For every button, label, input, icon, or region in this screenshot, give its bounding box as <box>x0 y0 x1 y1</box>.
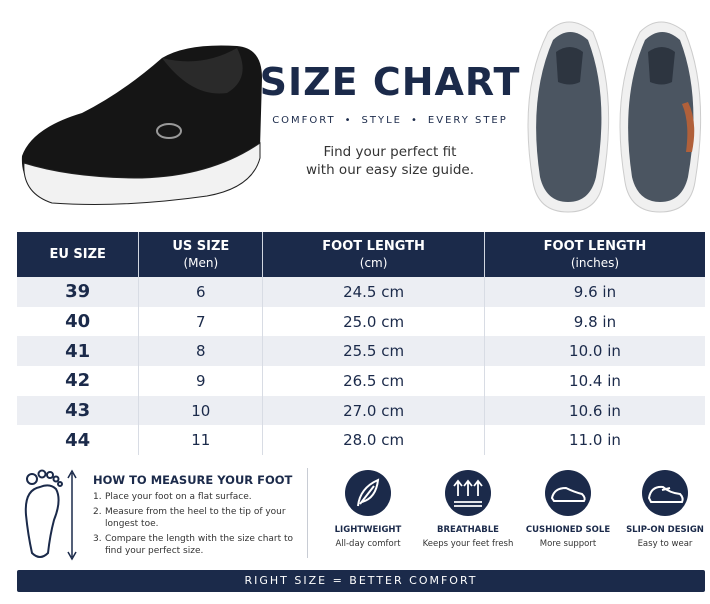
step: 2. Measure from the heel to the tip of yo… <box>93 506 298 531</box>
size-row: 39 6 24.5 cm 9.6 in <box>17 277 705 307</box>
divider <box>307 468 308 558</box>
size-cell: 26.5 cm <box>262 366 485 396</box>
feature-icons <box>345 470 688 516</box>
size-cell: 28.0 cm <box>262 425 485 456</box>
feature-desc: Easy to wear <box>637 539 693 549</box>
feature: LIGHTWEIGHT All-day comfort <box>318 525 418 549</box>
size-cell: 6 <box>138 277 264 307</box>
header-unit: (cm) <box>359 255 388 270</box>
measure-steps: 1. Place your foot on a flat surface. 2. Me… <box>93 491 298 560</box>
column-header: US SIZE (Men) <box>138 232 264 277</box>
tagline: COMFORT • STYLE • EVERY STEP <box>250 115 530 126</box>
header-label: US SIZE <box>172 238 230 254</box>
size-cell: 39 <box>17 277 140 307</box>
column-header: EU SIZE <box>17 232 140 277</box>
foot-icon <box>24 469 77 561</box>
step-number: 2. <box>93 506 102 517</box>
feature-title: BREATHABLE <box>437 525 499 535</box>
size-cell: 25.5 cm <box>262 336 485 367</box>
step: 1. Place your foot on a flat surface. <box>93 491 298 504</box>
size-cell: 41 <box>17 336 140 367</box>
feature-title: LIGHTWEIGHT <box>334 525 402 535</box>
size-cell: 10 <box>138 395 264 426</box>
header-label: FOOT LENGTH <box>322 238 425 254</box>
shoe-right-image <box>527 21 702 213</box>
header-unit: (inches) <box>570 255 620 270</box>
size-row: 42 9 26.5 cm 10.4 in <box>17 366 705 396</box>
shoe-left-image <box>21 45 262 205</box>
size-cell: 24.5 cm <box>262 277 485 307</box>
feature-title: CUSHIONED SOLE <box>525 525 611 535</box>
size-cell: 25.0 cm <box>262 306 485 337</box>
feature-desc: All-day comfort <box>335 539 401 549</box>
subtitle: Find your perfect fit with our easy size… <box>250 143 530 179</box>
table-head: EU SIZE US SIZE (Men) FOOT LENGTH (cm) FOOT L… <box>17 232 705 277</box>
footer-banner: RIGHT SIZE = BETTER COMFORT <box>17 570 705 592</box>
feature-desc: Keeps your feet fresh <box>422 539 514 549</box>
size-cell: 9 <box>138 366 264 396</box>
feature-title: SLIP-ON DESIGN <box>626 525 704 535</box>
size-cell: 9.8 in <box>573 312 617 331</box>
size-cell: 11.0 in <box>569 431 621 450</box>
step: 3. Compare the length with the size chart… <box>93 533 298 558</box>
table-body: 39 6 24.5 cm 9.6 in 40 7 25.0 cm 9.8 in 41 8 25.5 … <box>17 277 705 456</box>
size-cell: 7 <box>138 306 264 337</box>
header-row: EU SIZE US SIZE (Men) FOOT LENGTH (cm) FOOT L… <box>17 232 705 277</box>
size-cell: 10.6 in <box>484 395 705 426</box>
size-cell: 43 <box>17 395 140 426</box>
tagline-item: COMFORT <box>272 115 336 126</box>
column-header: FOOT LENGTH (cm) <box>262 232 485 277</box>
subtitle-line: Find your perfect fit <box>323 144 457 160</box>
header-unit: (Men) <box>183 255 219 270</box>
size-row: 40 7 25.0 cm 9.8 in <box>17 306 705 337</box>
size-row: 41 8 25.5 cm 10.0 in <box>17 336 705 367</box>
feature-desc: More support <box>539 539 597 549</box>
size-cell: 10.4 in <box>569 371 621 390</box>
feature: SLIP-ON DESIGN Easy to wear <box>615 525 710 549</box>
size-cell: 9.6 in <box>484 277 705 307</box>
step-text: Measure from the heel to the tip of your… <box>105 506 286 530</box>
step-text: Place your foot on a flat surface. <box>105 492 252 502</box>
size-table: EU SIZE US SIZE (Men) FOOT LENGTH (cm) FOOT L… <box>17 232 705 456</box>
feature: BREATHABLE Keeps your feet fresh <box>418 525 518 549</box>
header-label: EU SIZE <box>49 247 106 262</box>
measure-title: HOW TO MEASURE YOUR FOOT <box>93 473 293 487</box>
size-row: 43 10 27.0 cm 10.6 in <box>17 395 705 426</box>
step-number: 3. <box>93 533 102 544</box>
subtitle-line: with our easy size guide. <box>306 162 474 178</box>
column-header: FOOT LENGTH (inches) <box>484 232 705 277</box>
size-cell: 8 <box>138 336 264 367</box>
separator: • <box>411 115 419 126</box>
tagline-item: EVERY STEP <box>427 115 508 126</box>
size-cell: 44 <box>17 425 140 456</box>
tagline-item: STYLE <box>361 115 402 126</box>
size-cell: 42 <box>17 366 140 396</box>
step-text: Compare the length with the size chart t… <box>105 533 294 557</box>
size-cell: 40 <box>17 306 140 337</box>
step-number: 1. <box>93 492 102 502</box>
header-label: FOOT LENGTH <box>543 238 647 254</box>
size-row: 44 11 28.0 cm 11.0 in <box>17 425 705 456</box>
title: SIZE CHART <box>259 60 521 104</box>
size-cell: 27.0 cm <box>262 395 485 426</box>
size-cell: 11 <box>138 425 264 456</box>
separator: • <box>344 115 353 126</box>
feature: CUSHIONED SOLE More support <box>518 525 618 549</box>
size-cell: 10.0 in <box>484 336 705 367</box>
